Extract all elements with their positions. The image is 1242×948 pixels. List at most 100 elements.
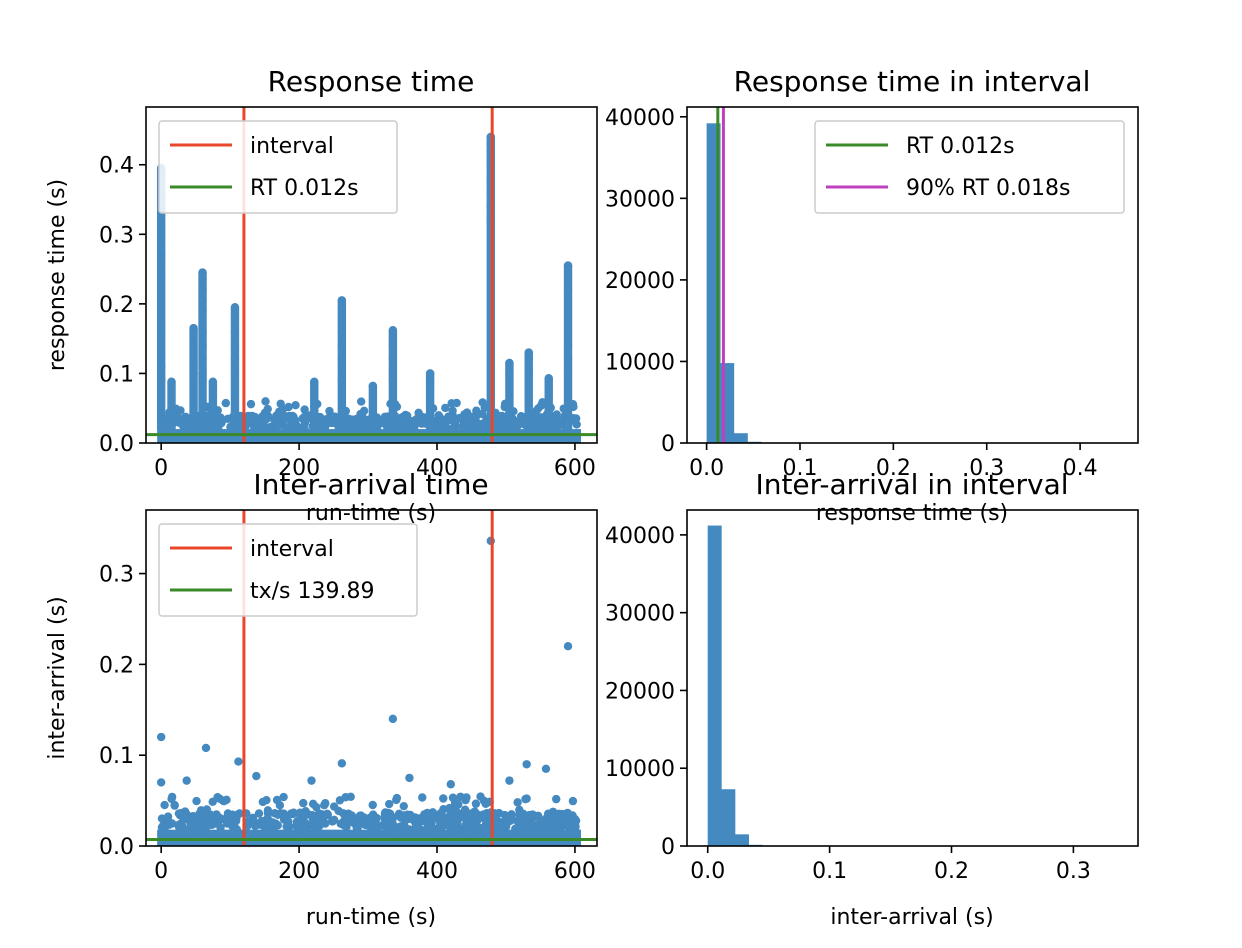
data-point bbox=[379, 419, 389, 428]
data-point bbox=[372, 824, 381, 833]
data-point bbox=[418, 793, 427, 802]
data-point bbox=[222, 795, 231, 805]
data-point bbox=[249, 816, 258, 825]
data-point bbox=[198, 376, 207, 385]
data-point bbox=[156, 778, 166, 787]
chart-title: Inter-arrival time bbox=[253, 468, 488, 501]
data-point bbox=[441, 820, 450, 830]
legend-entry: interval bbox=[250, 134, 334, 159]
data-point bbox=[174, 809, 184, 818]
x-tick-label: 0 bbox=[154, 456, 168, 481]
x-tick-label: 0.1 bbox=[782, 456, 817, 481]
panel-response-time-in-interval: 0.0 0.1 0.2 0.3 0.4 0 10000 20000 30000 40000 res… bbox=[605, 65, 1139, 526]
data-point bbox=[434, 418, 444, 428]
data-point bbox=[349, 814, 358, 824]
data-point bbox=[262, 795, 271, 805]
data-point bbox=[337, 341, 347, 350]
data-point bbox=[505, 369, 514, 378]
x-tick-label: 0.3 bbox=[1056, 859, 1091, 884]
data-point bbox=[441, 403, 450, 413]
data-point bbox=[156, 324, 166, 333]
legend: interval RT 0.012s bbox=[158, 120, 398, 214]
chart-title: Response time bbox=[268, 65, 475, 98]
x-axis-label: run-time (s) bbox=[306, 501, 436, 526]
data-point bbox=[271, 821, 280, 831]
data-point bbox=[425, 379, 435, 389]
data-point bbox=[368, 381, 378, 391]
data-point bbox=[174, 413, 184, 423]
data-point bbox=[252, 771, 261, 781]
data-point bbox=[358, 424, 368, 434]
legend: interval tx/s 139.89 bbox=[158, 523, 418, 617]
data-point bbox=[230, 310, 240, 319]
data-point bbox=[357, 411, 367, 420]
y-tick-label: 0.4 bbox=[99, 154, 134, 179]
data-point bbox=[524, 355, 533, 364]
data-point bbox=[537, 817, 546, 827]
x-tick-label: 0.1 bbox=[812, 859, 847, 884]
legend: RT 0.012s 90% RT 0.018s bbox=[814, 120, 1125, 214]
x-tick-label: 0.4 bbox=[1063, 456, 1098, 481]
data-point bbox=[281, 811, 290, 820]
data-point bbox=[335, 796, 345, 805]
data-point bbox=[346, 792, 355, 802]
data-point bbox=[348, 423, 357, 433]
data-point bbox=[563, 327, 573, 336]
data-point bbox=[522, 760, 531, 769]
x-tick-label: 200 bbox=[278, 456, 320, 481]
data-point bbox=[160, 800, 169, 810]
data-point bbox=[206, 810, 216, 820]
data-point bbox=[299, 811, 309, 821]
y-tick-label: 30000 bbox=[605, 187, 675, 212]
data-point bbox=[198, 268, 207, 277]
data-point bbox=[552, 794, 561, 804]
y-tick-label: 0.1 bbox=[99, 744, 134, 769]
data-point bbox=[388, 714, 398, 724]
data-point bbox=[300, 823, 310, 833]
legend-entry: RT 0.012s bbox=[906, 134, 1015, 159]
data-point bbox=[156, 732, 166, 742]
data-point bbox=[300, 405, 309, 414]
data-point bbox=[308, 811, 317, 820]
data-point bbox=[524, 348, 533, 357]
data-point bbox=[221, 398, 231, 408]
data-point bbox=[388, 369, 398, 378]
data-point bbox=[368, 800, 377, 810]
data-point bbox=[448, 406, 457, 415]
data-point bbox=[563, 271, 573, 281]
y-tick-label: 40000 bbox=[605, 106, 675, 131]
y-tick-label: 20000 bbox=[605, 269, 675, 294]
data-point bbox=[496, 823, 506, 833]
data-point bbox=[544, 374, 553, 383]
data-point bbox=[388, 376, 398, 385]
data-point bbox=[514, 819, 524, 829]
y-tick-label: 0.2 bbox=[99, 653, 134, 678]
data-point bbox=[453, 818, 462, 828]
data-point bbox=[447, 424, 457, 434]
data-point bbox=[533, 811, 543, 821]
data-point bbox=[274, 420, 284, 430]
data-point bbox=[163, 812, 173, 821]
data-point bbox=[416, 815, 425, 825]
data-point bbox=[156, 230, 166, 239]
data-point bbox=[337, 327, 347, 336]
data-point bbox=[452, 398, 461, 408]
tick-labels: 0 200 400 600 0.0 0.1 0.2 0.3 bbox=[99, 563, 596, 884]
data-point bbox=[198, 327, 207, 336]
y-tick-label: 10000 bbox=[605, 350, 675, 375]
histogram-bar bbox=[721, 789, 736, 846]
data-point bbox=[234, 757, 243, 766]
data-point bbox=[368, 810, 378, 819]
data-point bbox=[388, 326, 398, 335]
data-point bbox=[471, 799, 481, 808]
data-point bbox=[189, 358, 198, 368]
data-point bbox=[461, 820, 470, 830]
x-tick-label: 600 bbox=[554, 456, 596, 481]
data-point bbox=[198, 306, 207, 316]
data-point bbox=[211, 818, 220, 827]
data-point bbox=[563, 369, 573, 378]
data-point bbox=[174, 820, 183, 830]
data-point bbox=[524, 369, 533, 378]
y-axis-label: response time (s) bbox=[45, 179, 70, 371]
data-point bbox=[230, 327, 240, 336]
